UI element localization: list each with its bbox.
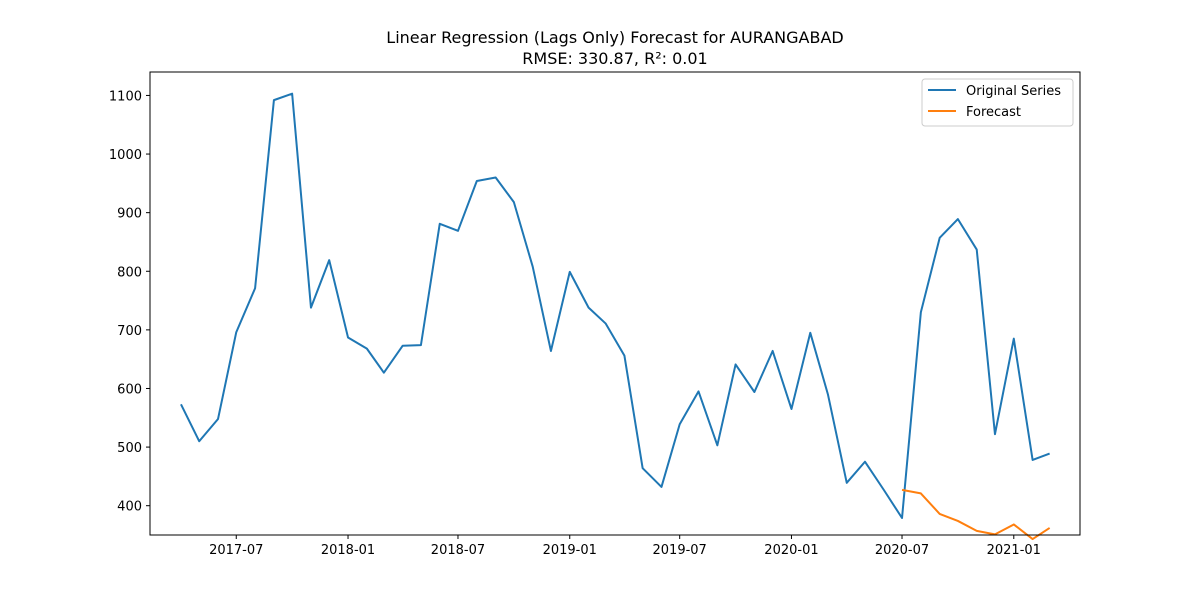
plot-frame bbox=[149, 71, 1081, 536]
y-tick-label: 700 bbox=[117, 324, 142, 339]
legend-box bbox=[921, 78, 1074, 127]
series-line-original-series bbox=[180, 92, 1050, 519]
x-tick-label: 2019-01 bbox=[543, 543, 597, 558]
legend-label-original-series: Original Series bbox=[966, 84, 1061, 99]
y-tick-label: 900 bbox=[117, 207, 142, 222]
y-tick-label: 1100 bbox=[109, 89, 142, 104]
y-tick-label: 800 bbox=[117, 265, 142, 280]
y-axis: 400 500 600 700 800 900 1000 1100 bbox=[109, 89, 150, 515]
legend-label-forecast: Forecast bbox=[966, 105, 1021, 120]
x-tick-label: 2018-01 bbox=[321, 543, 375, 558]
x-tick-label: 2018-07 bbox=[431, 543, 485, 558]
x-tick-label: 2021-01 bbox=[987, 543, 1041, 558]
chart-subtitle: RMSE: 330.87, R²: 0.01 bbox=[522, 49, 707, 68]
legend: Original Series Forecast bbox=[921, 78, 1074, 127]
x-axis: 2017-07 2018-01 2018-07 2019-01 2019-07 2020-… bbox=[209, 535, 1041, 558]
x-tick-label: 2020-01 bbox=[764, 543, 818, 558]
x-tick-label: 2020-07 bbox=[875, 543, 929, 558]
x-tick-label: 2017-07 bbox=[209, 543, 263, 558]
y-tick-label: 600 bbox=[117, 382, 142, 397]
y-tick-label: 400 bbox=[117, 500, 142, 515]
series-line-forecast bbox=[901, 488, 1051, 541]
y-tick-label: 1000 bbox=[109, 148, 142, 163]
y-tick-label: 500 bbox=[117, 441, 142, 456]
chart-title: Linear Regression (Lags Only) Forecast f… bbox=[386, 28, 843, 47]
x-tick-label: 2019-07 bbox=[653, 543, 707, 558]
series-layer bbox=[180, 92, 1051, 541]
